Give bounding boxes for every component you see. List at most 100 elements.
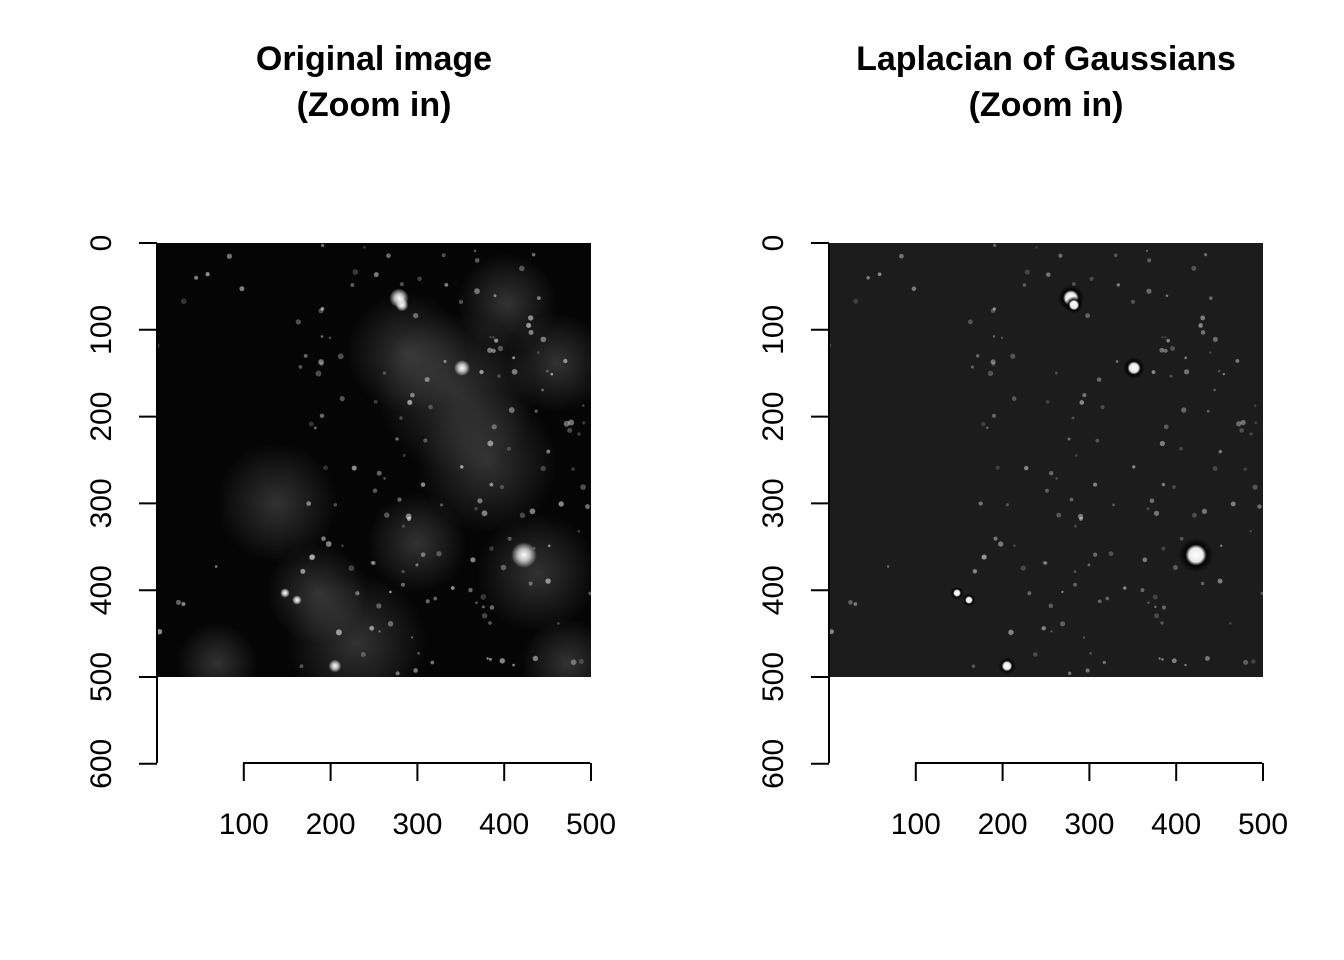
spot (430, 660, 435, 665)
spot (1249, 530, 1252, 533)
spot (1056, 512, 1062, 518)
spot (1184, 369, 1190, 375)
spot (991, 362, 996, 366)
spot (376, 603, 382, 609)
spot (1252, 484, 1258, 490)
spot (1085, 313, 1091, 319)
spot (1209, 296, 1213, 300)
spot (1222, 372, 1226, 376)
haze-blob (177, 623, 257, 677)
spot (1071, 416, 1075, 420)
spot (1048, 470, 1054, 476)
bright-spot (998, 657, 1016, 675)
spot (395, 671, 400, 676)
spot (1172, 565, 1179, 571)
spot (423, 438, 428, 443)
spot (1161, 658, 1164, 661)
spot (1123, 586, 1127, 590)
spot (1085, 668, 1090, 673)
spot (1022, 283, 1027, 287)
spot (489, 482, 494, 487)
spot (352, 269, 359, 275)
spot (298, 365, 303, 369)
spot (1239, 428, 1244, 433)
image-spots (829, 243, 1263, 676)
spot (528, 329, 534, 335)
spot (1235, 359, 1240, 363)
spot (433, 596, 438, 601)
spot (1184, 663, 1187, 667)
spot (582, 421, 586, 425)
spot (450, 586, 455, 590)
spot (318, 359, 324, 365)
spot (1131, 299, 1135, 304)
y-tick-label: 100 (757, 305, 790, 355)
spot (558, 501, 564, 507)
spot (1153, 510, 1160, 516)
spot (397, 497, 402, 502)
spot (848, 600, 853, 605)
spot (1000, 336, 1004, 340)
spot (417, 276, 422, 282)
spot (474, 258, 480, 263)
spot (303, 354, 308, 358)
spot (1097, 599, 1102, 604)
spot (308, 421, 314, 427)
spot (1005, 503, 1009, 507)
spot (1251, 659, 1256, 664)
x-tick-label: 500 (566, 808, 616, 841)
y-tick-label: 500 (757, 652, 790, 702)
spot (1229, 622, 1232, 625)
spot (1152, 594, 1158, 600)
spot (546, 449, 551, 454)
spot (1145, 249, 1149, 253)
spot (1095, 438, 1100, 443)
spot (492, 336, 495, 339)
spot (295, 319, 301, 325)
spot (373, 399, 378, 404)
spot (415, 563, 419, 567)
spot (1254, 421, 1258, 425)
spot (226, 253, 233, 259)
spot (181, 601, 186, 607)
spot (1058, 253, 1063, 258)
spot (1200, 315, 1206, 321)
spot (1204, 253, 1208, 257)
haze-blob (417, 393, 557, 533)
y-tick-label: 0 (85, 235, 118, 252)
spot (1033, 652, 1038, 657)
spot (417, 651, 421, 655)
spot (540, 336, 547, 343)
spot (1184, 356, 1188, 360)
x-axis: 100 200 300 400 500 (891, 762, 1288, 841)
spot (441, 253, 446, 258)
panel-title-line2: (Zoom in) (297, 86, 452, 124)
spot (333, 503, 338, 507)
spot (1079, 400, 1085, 405)
spot (1045, 400, 1050, 404)
image-haze (177, 253, 591, 677)
spot (995, 465, 1000, 471)
haze-blob (477, 513, 591, 633)
spot (545, 369, 549, 373)
spot (412, 312, 419, 319)
spot (1164, 336, 1167, 339)
spot (1067, 671, 1072, 676)
spot (443, 359, 447, 363)
spot (981, 554, 987, 560)
spot (536, 351, 540, 355)
panel-log: Laplacian of Gaussians (Zoom in) 0 100 200… (757, 40, 1288, 841)
spot (532, 655, 539, 662)
spot (571, 467, 575, 471)
x-tick-label: 500 (1238, 808, 1288, 841)
spot (853, 298, 859, 304)
spot (486, 657, 489, 660)
spot (407, 399, 413, 406)
spot (981, 555, 986, 560)
spot (1191, 265, 1197, 271)
spot (1161, 546, 1166, 551)
spot (1169, 374, 1173, 378)
spot (480, 594, 487, 600)
spot (1209, 351, 1212, 354)
